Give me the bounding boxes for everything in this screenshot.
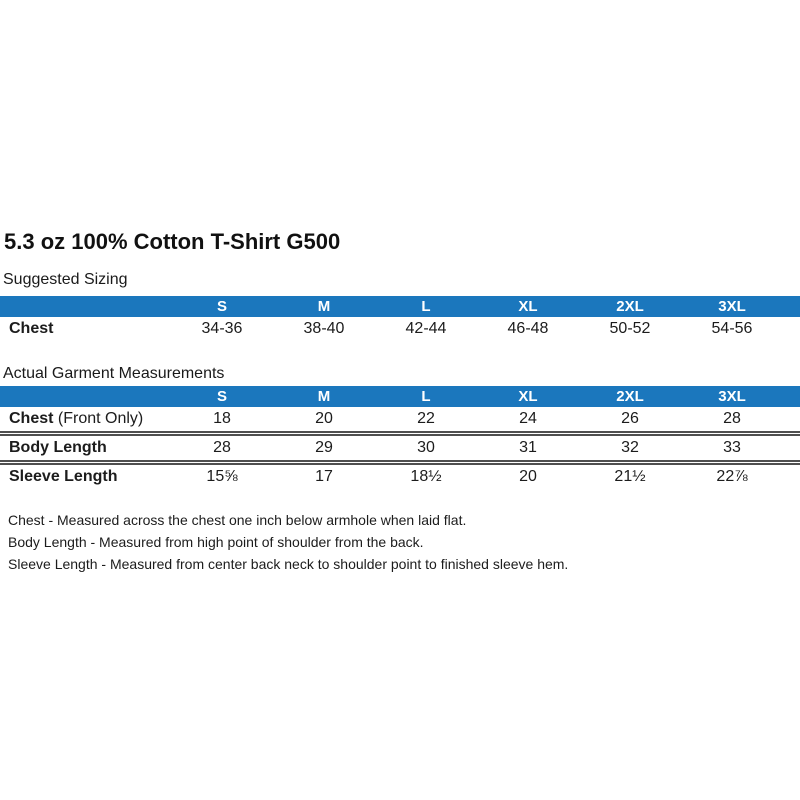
row-spacer-cell (783, 463, 800, 490)
actual-header-row: S M L XL 2XL 3XL (0, 386, 800, 407)
actual-measurements-heading: Actual Garment Measurements (3, 365, 225, 382)
row-label-text: Body Length (9, 439, 107, 456)
table-row-sleeve-length: Sleeve Length 15⅝ 17 18½ 20 21½ 22⅞ (0, 463, 800, 490)
size-value-cell: 46-48 (507, 320, 549, 337)
header-empty-cell (0, 296, 171, 317)
size-value-cell: 30 (375, 433, 477, 465)
measurement-notes: Chest - Measured across the chest one in… (0, 509, 800, 575)
size-value-cell: 22⅞ (716, 468, 748, 485)
header-spacer-cell (783, 386, 800, 407)
size-value-cell: 26 (579, 407, 681, 436)
size-value-cell: 15⅝ (206, 468, 238, 485)
actual-measurements-table: S M L XL 2XL 3XL Chest (Front Only) 18 2… (0, 386, 800, 489)
size-chart-sheet: 5.3 oz 100% Cotton T-Shirt G500 Suggeste… (0, 229, 800, 575)
row-label-suffix: (Front Only) (53, 410, 144, 427)
col-header-m: M (273, 296, 375, 317)
size-value-cell: 32 (579, 433, 681, 465)
size-value-cell: 42-44 (405, 320, 447, 337)
note-chest: Chest - Measured across the chest one in… (8, 512, 467, 528)
row-label-text: Chest (9, 320, 54, 337)
size-value-cell: 33 (681, 433, 783, 465)
row-label: Chest (0, 317, 171, 340)
col-header-2xl: 2XL (579, 386, 681, 407)
row-spacer-cell (783, 433, 800, 465)
size-value-cell: 29 (273, 433, 375, 465)
col-header-xl: XL (477, 386, 579, 407)
row-label: Chest (Front Only) (0, 407, 171, 436)
row-label-text: Sleeve Length (9, 468, 118, 485)
row-label: Sleeve Length (0, 463, 171, 490)
note-sleeve-length: Sleeve Length - Measured from center bac… (8, 556, 569, 572)
size-value-cell: 20 (519, 468, 537, 485)
suggested-sizing-heading: Suggested Sizing (3, 271, 128, 288)
size-value-cell: 28 (171, 433, 273, 465)
col-header-l: L (375, 296, 477, 317)
size-value-cell: 18½ (410, 468, 442, 485)
col-header-3xl: 3XL (681, 296, 783, 317)
col-header-l: L (375, 386, 477, 407)
page-title: 5.3 oz 100% Cotton T-Shirt G500 (4, 229, 341, 254)
size-value-cell: 24 (477, 407, 579, 436)
row-label-text: Chest (9, 410, 54, 427)
size-value-cell: 22 (375, 407, 477, 436)
size-value-cell: 38-40 (303, 320, 345, 337)
table-row-body-length: Body Length 28 29 30 31 32 33 (0, 433, 800, 465)
row-label: Body Length (0, 433, 171, 465)
size-value-cell: 34-36 (201, 320, 243, 337)
suggested-header-row: S M L XL 2XL 3XL (0, 296, 800, 317)
col-header-s: S (171, 386, 273, 407)
size-value-cell: 31 (477, 433, 579, 465)
row-spacer-cell (783, 317, 800, 340)
size-value-cell: 17 (315, 468, 333, 485)
row-spacer-cell (783, 407, 800, 436)
size-value-cell: 54-56 (711, 320, 753, 337)
col-header-xl: XL (477, 296, 579, 317)
note-body-length: Body Length - Measured from high point o… (8, 534, 424, 550)
table-row-chest-front-only: Chest (Front Only) 18 20 22 24 26 28 (0, 407, 800, 436)
col-header-m: M (273, 386, 375, 407)
col-header-2xl: 2XL (579, 296, 681, 317)
header-spacer-cell (783, 296, 800, 317)
col-header-3xl: 3XL (681, 386, 783, 407)
table-row-chest: Chest 34-36 38-40 42-44 46-48 50-52 54-5… (0, 317, 800, 340)
size-value-cell: 21½ (614, 468, 646, 485)
size-value-cell: 18 (171, 407, 273, 436)
col-header-s: S (171, 296, 273, 317)
suggested-sizing-table: S M L XL 2XL 3XL Chest 34-36 38-40 42-44… (0, 296, 800, 340)
size-value-cell: 20 (273, 407, 375, 436)
size-value-cell: 50-52 (609, 320, 651, 337)
header-empty-cell (0, 386, 171, 407)
size-value-cell: 28 (681, 407, 783, 436)
